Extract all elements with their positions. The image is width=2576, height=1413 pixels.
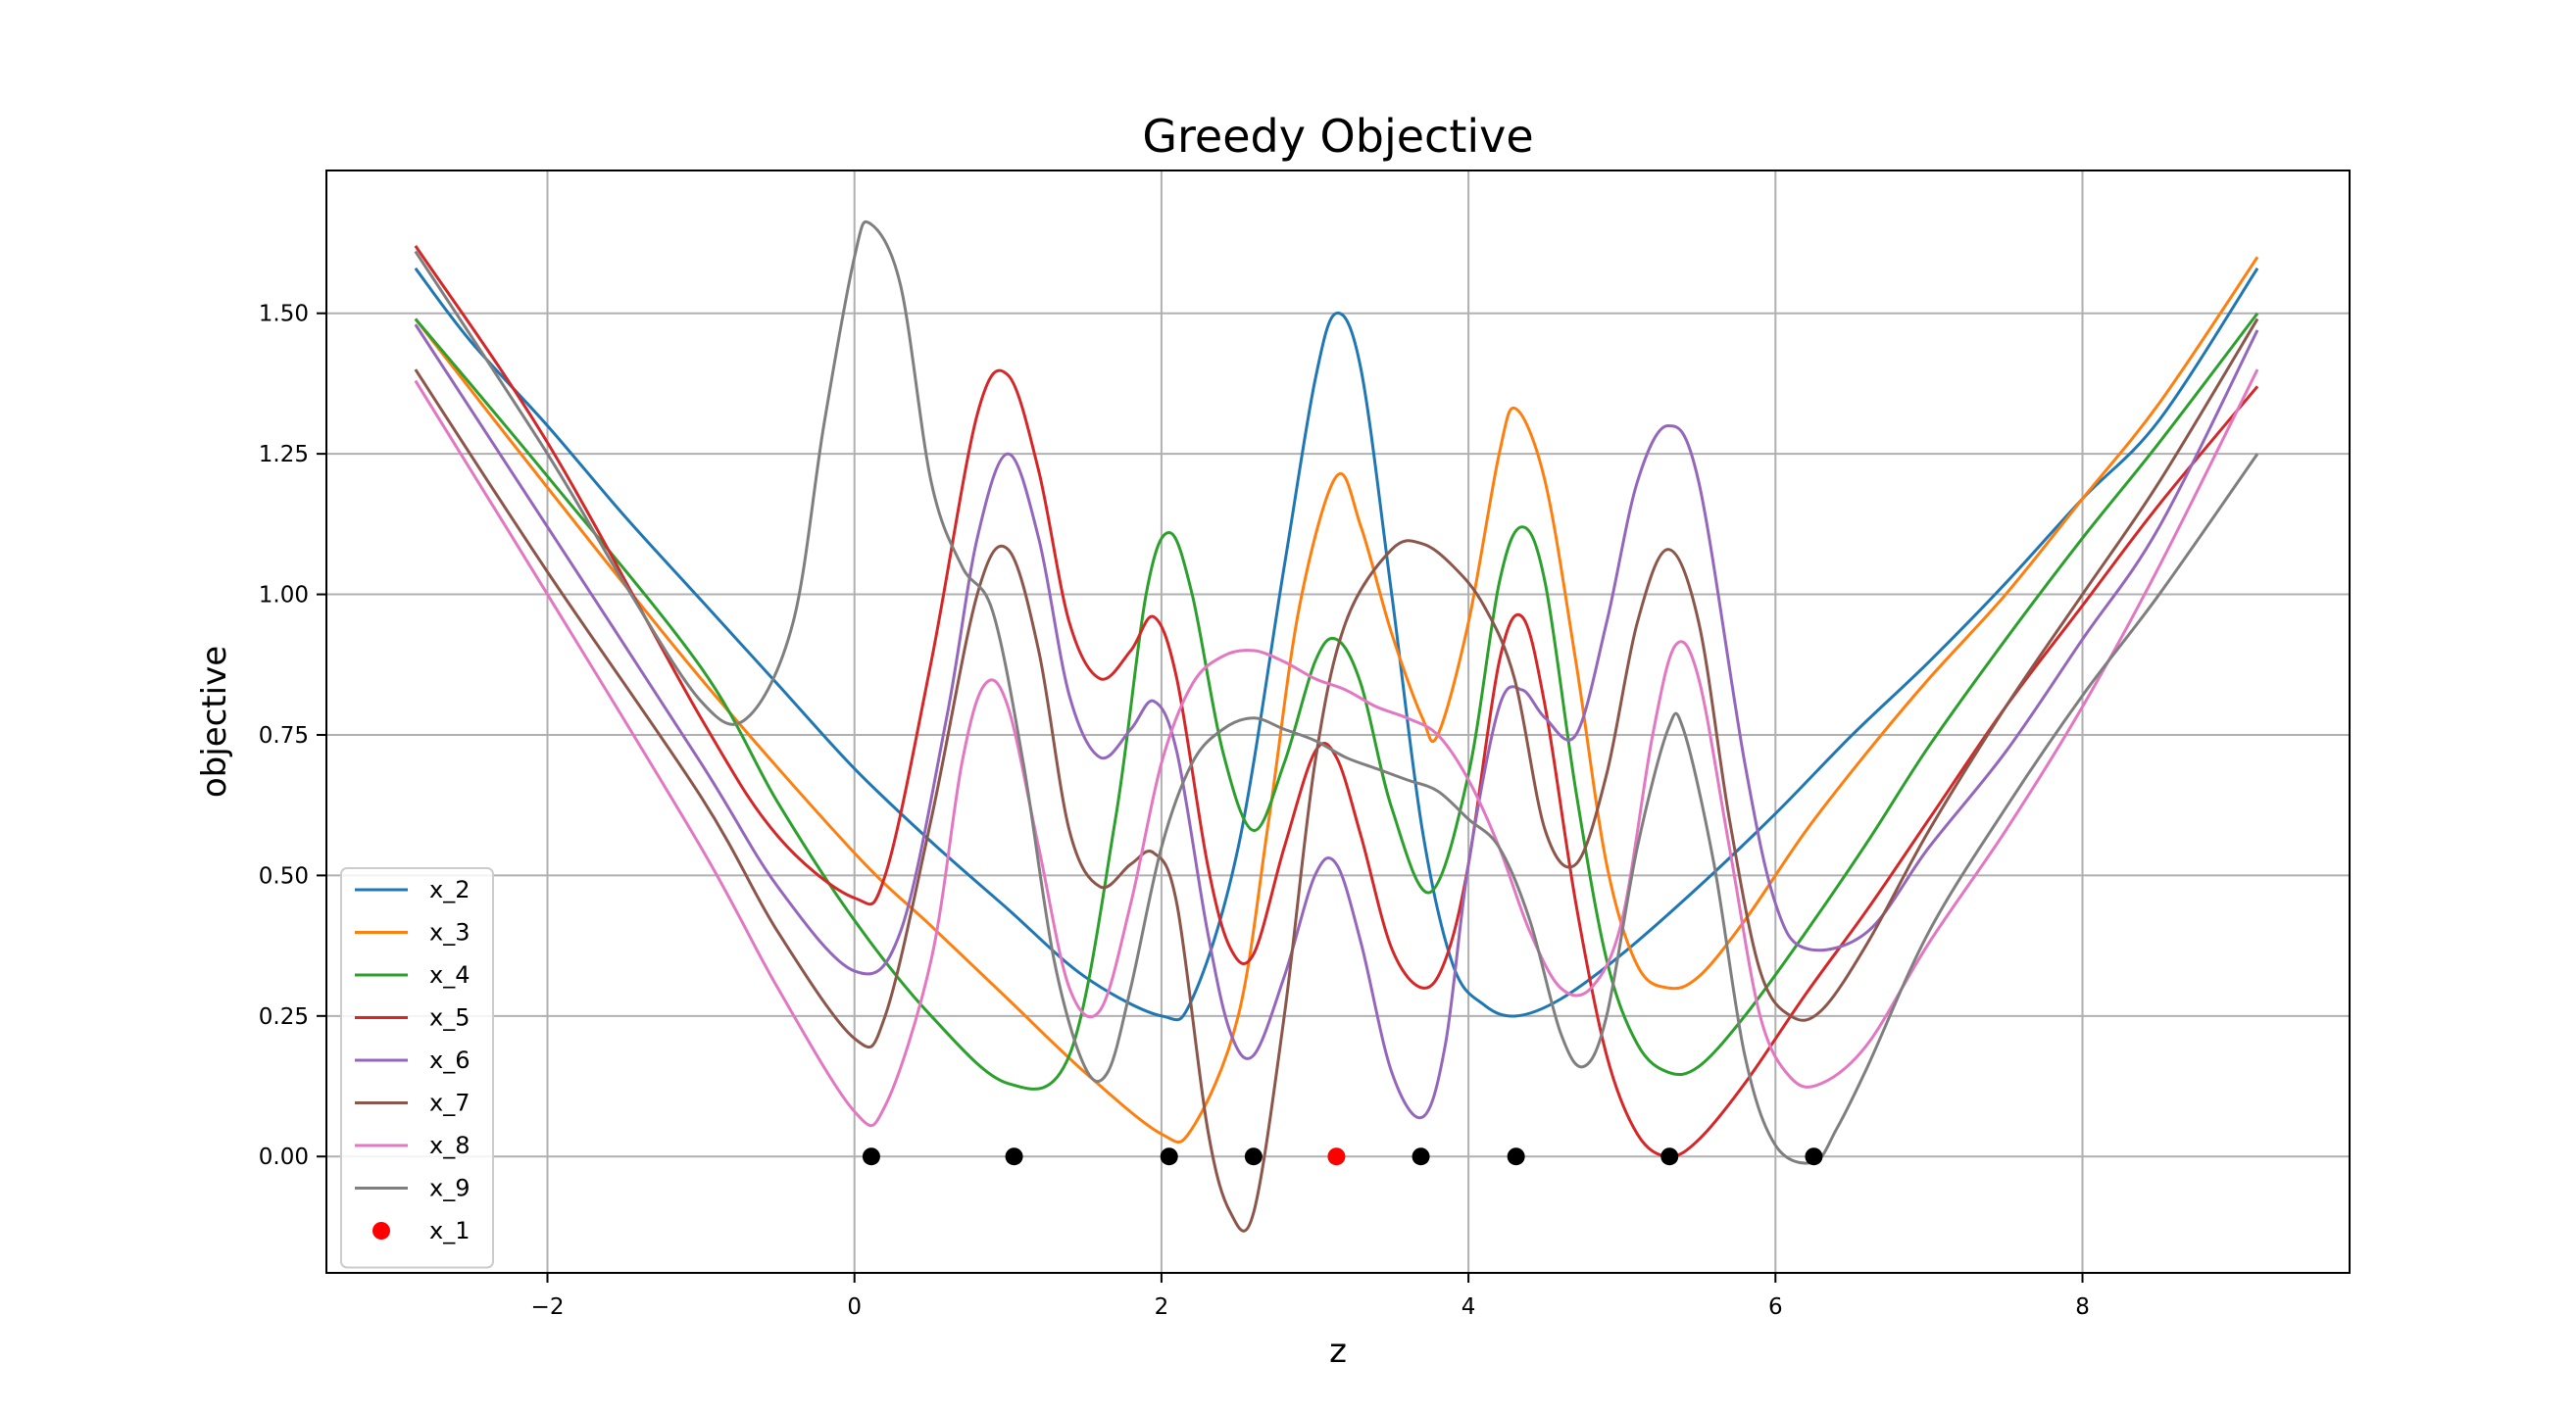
y-axis-label: objective	[195, 646, 234, 798]
y-tick-label: 0.25	[259, 1004, 309, 1030]
legend-box	[340, 867, 494, 1269]
y-tick-label: 0.50	[259, 863, 309, 889]
y-tick-label: 1.00	[259, 583, 309, 609]
data-point	[1160, 1147, 1178, 1166]
data-point	[1805, 1147, 1823, 1166]
data-point	[1005, 1147, 1023, 1166]
data-point	[1507, 1147, 1525, 1166]
x-tick-label: −2	[531, 1294, 565, 1320]
axis-ticks: −2 0 2 4 6 8 0.00 0.25 0.50 0.75 1.00 1.25 1.50	[259, 302, 2090, 1320]
y-tick-label: 0.75	[259, 723, 309, 749]
x-tick-label: 0	[847, 1294, 862, 1320]
legend-label-x-7: x_7	[429, 1090, 470, 1117]
series-line-x-4	[414, 312, 2259, 1091]
legend-swatch-x-1	[372, 1222, 390, 1240]
legend-label-x-5: x_5	[429, 1004, 470, 1032]
series-line-x-9	[414, 219, 2259, 1165]
series-line-x-7	[414, 317, 2259, 1233]
data-point	[1660, 1147, 1679, 1166]
x-tick-label: 6	[1768, 1294, 1783, 1320]
legend-label-x-4: x_4	[429, 961, 470, 989]
x-tick-label: 2	[1155, 1294, 1169, 1320]
series-line-x-2	[414, 267, 2259, 1022]
y-tick-label: 1.50	[259, 302, 309, 327]
series-line-x-6	[414, 323, 2259, 1120]
series-line-x-8	[414, 368, 2259, 1128]
data-point	[1244, 1147, 1263, 1166]
data-point	[1412, 1147, 1430, 1166]
legend-label-x-8: x_8	[429, 1132, 470, 1159]
data-point-x-1	[1327, 1147, 1346, 1166]
legend-label-x-2: x_2	[429, 876, 470, 903]
legend-label-x-6: x_6	[429, 1047, 470, 1074]
scatter-points	[862, 1147, 1823, 1166]
series-line-x-5	[414, 245, 2259, 1158]
series-lines	[414, 219, 2259, 1233]
legend-label-x-3: x_3	[429, 919, 470, 947]
x-tick-label: 4	[1461, 1294, 1476, 1320]
data-point	[862, 1147, 880, 1166]
y-tick-label: 0.00	[259, 1145, 309, 1170]
plot-frame	[325, 170, 2351, 1274]
grid	[326, 171, 2350, 1273]
legend-label-x-9: x_9	[429, 1175, 470, 1202]
x-axis-label: z	[1329, 1332, 1347, 1371]
legend: x_2 x_3 x_4 x_5 x_6 x_7 x_8 x_9 x_1	[340, 867, 494, 1269]
legend-label-x-1: x_1	[429, 1217, 470, 1244]
y-tick-label: 1.25	[259, 442, 309, 467]
chart-title: Greedy Objective	[1142, 110, 1533, 163]
x-tick-label: 8	[2075, 1294, 2090, 1320]
